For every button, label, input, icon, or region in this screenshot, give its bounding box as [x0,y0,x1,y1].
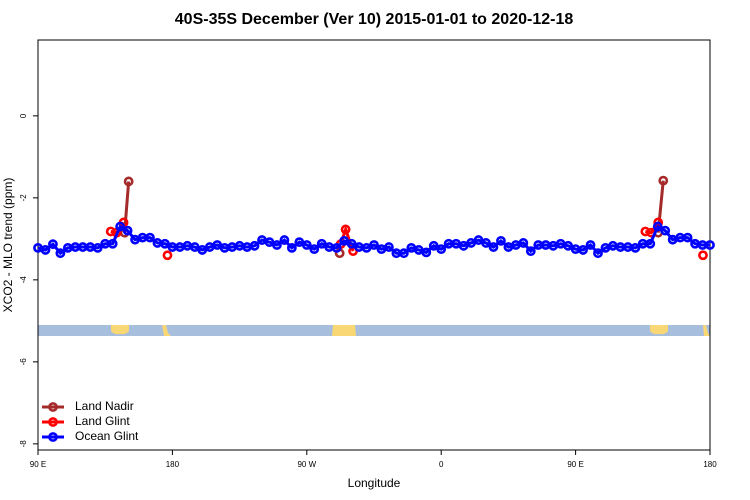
land [703,325,710,336]
x-tick-label: 90 E [30,460,46,469]
x-tick-label: 90 E [567,460,583,469]
ocean-strip [38,325,710,336]
legend-marker [48,402,58,412]
point [488,242,499,252]
legend-marker [48,417,58,427]
point [92,242,103,253]
point [421,247,432,258]
point [518,238,529,248]
point [630,242,641,253]
x-tick-label: 0 [439,460,444,469]
point [436,244,447,254]
point [40,245,51,255]
point [249,240,260,251]
point [369,240,379,250]
point [652,221,663,232]
point [162,250,173,261]
point [593,248,603,259]
point [698,250,708,261]
series-line [123,181,131,233]
point [384,242,394,252]
point [496,235,506,246]
y-tick-label: -4 [19,276,28,284]
point [272,240,282,250]
point [107,238,118,249]
point [563,240,574,251]
point [301,240,312,250]
legend-label: Ocean Glint [75,429,139,443]
point [658,175,669,186]
y-tick-label: -2 [19,194,28,202]
legend-label: Land Glint [75,414,130,428]
point [340,224,351,235]
point [428,240,439,251]
point [309,244,320,254]
point [115,221,126,232]
x-axis-label: Longitude [348,476,401,490]
point [48,239,58,250]
point [55,248,66,259]
point [316,238,327,249]
series-line [37,224,710,256]
point [331,242,342,253]
point [682,232,693,243]
x-tick-label: 180 [703,460,717,469]
point [705,240,715,250]
point [160,238,170,249]
x-tick-label: 90 W [297,460,316,469]
point [481,238,491,248]
y-tick-label: -8 [19,440,28,448]
point [123,176,134,187]
y-tick-label: -6 [19,358,28,366]
point [585,240,596,250]
point [122,225,133,236]
map-strip [38,325,710,336]
point [660,225,671,236]
y-axis-label: XCO2 - MLO trend (ppm) [1,178,15,313]
point [279,235,290,245]
land [111,325,129,335]
point [525,246,536,257]
x-tick-label: 180 [166,460,180,469]
legend-label: Land Nadir [75,399,134,413]
land [650,325,668,335]
y-tick-label: 0 [19,113,28,118]
chart-title: 40S-35S December (Ver 10) 2015-01-01 to … [175,11,574,28]
point [145,232,155,243]
point [645,238,656,249]
land [332,325,356,336]
point [286,242,297,253]
point [398,248,409,259]
point [578,245,588,255]
point [346,238,357,249]
land [162,325,171,336]
legend-marker [48,432,58,442]
